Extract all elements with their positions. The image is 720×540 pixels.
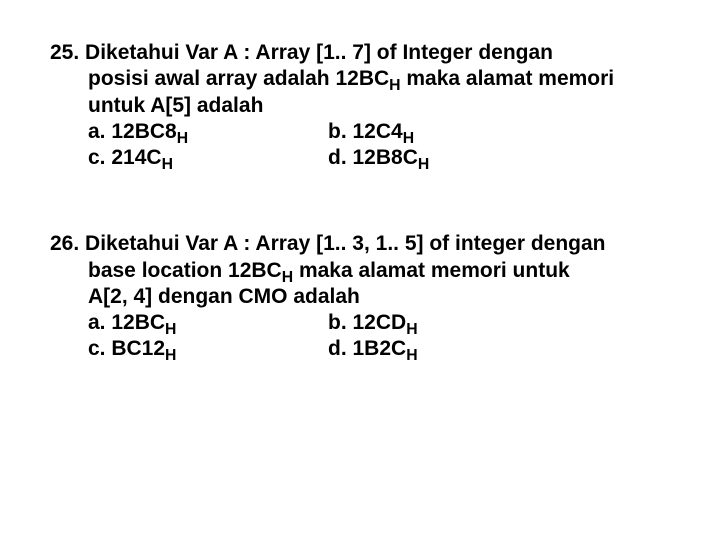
question-26-prompt-1: Diketahui Var A : Array [1.. 3, 1.. 5] o…	[85, 232, 605, 255]
answer-25-b: b. 12C4H	[328, 119, 568, 145]
question-25-prompt-2b: maka alamat memori	[401, 67, 615, 90]
question-25-number: 25.	[50, 41, 79, 64]
question-26: 26. Diketahui Var A : Array [1.. 3, 1.. …	[50, 231, 670, 362]
page-content: 25. Diketahui Var A : Array [1.. 7] of I…	[0, 0, 720, 363]
answer-26-d: d. 1B2CH	[328, 336, 568, 362]
answer-25-b-text: b. 12C4	[328, 120, 403, 143]
answer-26-c-sub: H	[165, 347, 176, 364]
question-26-answer-row-2: c. BC12H d. 1B2CH	[88, 336, 670, 362]
answer-26-a: a. 12BCH	[88, 310, 328, 336]
question-26-line2: base location 12BCH maka alamat memori u…	[50, 258, 670, 284]
answer-26-d-sub: H	[406, 347, 417, 364]
answer-25-c-sub: H	[162, 156, 173, 173]
question-25-line2: posisi awal array adalah 12BCH maka alam…	[50, 66, 670, 92]
question-25-answer-row-1: a. 12BC8H b. 12C4H	[88, 119, 670, 145]
answer-25-c-text: c. 214C	[88, 146, 162, 169]
question-26-line1: 26. Diketahui Var A : Array [1.. 3, 1.. …	[50, 231, 670, 257]
question-25-line3: untuk A[5] adalah	[50, 93, 670, 119]
answer-25-d-sub: H	[418, 156, 429, 173]
question-25-answers: a. 12BC8H b. 12C4H c. 214CH d. 12B8CH	[50, 119, 670, 172]
answer-25-d-text: d. 12B8C	[328, 146, 418, 169]
question-25-sub-1: H	[389, 77, 400, 94]
question-26-line3: A[2, 4] dengan CMO adalah	[50, 284, 670, 310]
answer-26-d-text: d. 1B2C	[328, 337, 406, 360]
answer-26-c: c. BC12H	[88, 336, 328, 362]
question-26-answers: a. 12BCH b. 12CDH c. BC12H d. 1B2CH	[50, 310, 670, 363]
answer-26-c-text: c. BC12	[88, 337, 165, 360]
question-25-line1: 25. Diketahui Var A : Array [1.. 7] of I…	[50, 40, 670, 66]
question-25-answer-row-2: c. 214CH d. 12B8CH	[88, 145, 670, 171]
answer-25-a-text: a. 12BC8	[88, 120, 177, 143]
question-25: 25. Diketahui Var A : Array [1.. 7] of I…	[50, 40, 670, 171]
question-26-prompt-2a: base location 12BC	[88, 259, 282, 282]
answer-25-a: a. 12BC8H	[88, 119, 328, 145]
question-25-prompt-3: untuk A[5] adalah	[88, 94, 263, 117]
question-25-prompt-1: Diketahui Var A : Array [1.. 7] of Integ…	[85, 41, 553, 64]
answer-26-b: b. 12CDH	[328, 310, 568, 336]
question-26-number: 26.	[50, 232, 79, 255]
question-25-prompt-2a: posisi awal array adalah 12BC	[88, 67, 389, 90]
answer-26-b-text: b. 12CD	[328, 311, 406, 334]
answer-25-c: c. 214CH	[88, 145, 328, 171]
answer-25-d: d. 12B8CH	[328, 145, 568, 171]
question-26-answer-row-1: a. 12BCH b. 12CDH	[88, 310, 670, 336]
question-26-prompt-2b: maka alamat memori untuk	[293, 259, 570, 282]
question-26-prompt-3: A[2, 4] dengan CMO adalah	[88, 285, 360, 308]
answer-26-a-text: a. 12BC	[88, 311, 165, 334]
